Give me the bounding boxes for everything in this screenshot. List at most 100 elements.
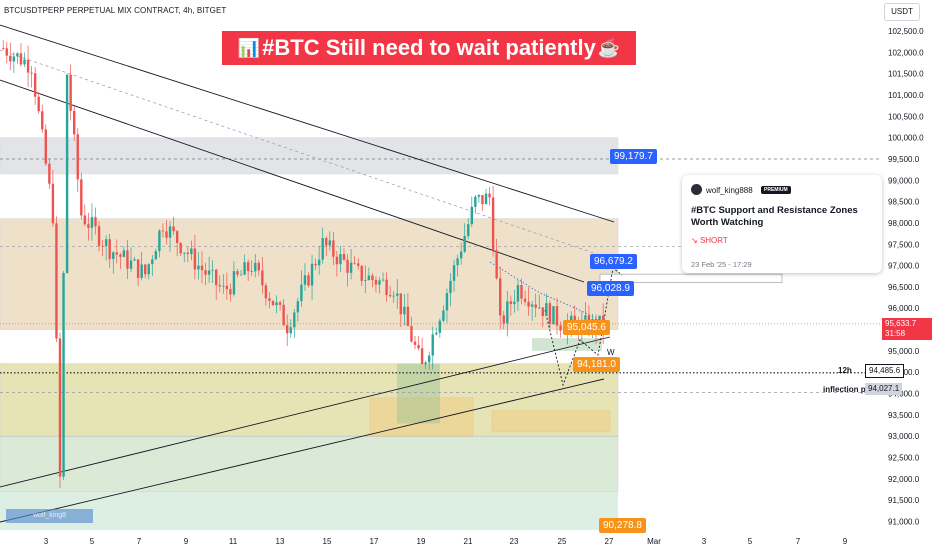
- idea-card[interactable]: wolf_king888 PREMIUM #BTC Support and Re…: [682, 175, 882, 273]
- candle-body: [76, 134, 79, 180]
- candle-body: [470, 206, 473, 225]
- candle-body: [55, 223, 58, 339]
- candle-body: [147, 264, 150, 275]
- candle-body: [175, 231, 179, 244]
- candle-body: [275, 302, 278, 306]
- demand-box-1: [369, 397, 474, 437]
- candle-body: [165, 231, 168, 238]
- candle-body: [552, 306, 555, 325]
- candle-body: [474, 196, 477, 207]
- candle-body: [271, 300, 275, 306]
- candle-body: [211, 269, 214, 271]
- candle-body: [353, 262, 356, 264]
- candle-body: [83, 215, 87, 225]
- x-tick-label: Mar: [647, 537, 661, 546]
- candle-body: [190, 248, 193, 255]
- candle-body: [101, 245, 104, 247]
- demand-box-4: [532, 338, 602, 351]
- candle-body: [168, 226, 172, 238]
- premium-badge: PREMIUM: [761, 186, 791, 194]
- candle-body: [158, 230, 161, 252]
- candle-body: [239, 274, 243, 276]
- candle-body: [449, 280, 452, 294]
- y-tick-label: 98,000.0: [888, 219, 920, 228]
- candle-body: [342, 254, 346, 260]
- candle-body: [456, 258, 459, 266]
- candle-body: [282, 304, 285, 326]
- x-tick-label: 7: [137, 537, 142, 546]
- x-tick-label: 15: [323, 537, 332, 546]
- level-label-95045: 95,045.6: [563, 320, 610, 335]
- symbol-header: BTCUSDTPERP PERPETUAL MIX CONTRACT, 4h, …: [4, 6, 227, 15]
- candle-body: [523, 298, 527, 302]
- candle-body: [534, 304, 537, 308]
- candle-body: [48, 163, 51, 184]
- candle-body: [459, 251, 463, 259]
- currency-button[interactable]: USDT: [884, 3, 920, 21]
- candle-body: [300, 284, 303, 302]
- candle-body: [559, 325, 562, 331]
- target-box: [599, 273, 783, 283]
- candle-body: [317, 259, 321, 266]
- candle-body: [261, 270, 264, 286]
- candle-body: [126, 250, 129, 269]
- y-tick-label: 95,000.0: [888, 347, 920, 356]
- idea-title-text: #BTC Still need to wait patiently: [262, 35, 596, 60]
- x-tick-label: 23: [510, 537, 519, 546]
- candle-body: [321, 238, 324, 260]
- candle-body: [204, 270, 207, 275]
- candle-body: [477, 195, 481, 197]
- y-tick-label: 96,500.0: [888, 283, 920, 292]
- candle-body: [37, 96, 40, 112]
- y-tick-label: 101,500.0: [888, 70, 924, 79]
- candle-body: [62, 273, 65, 477]
- candle-body: [268, 298, 271, 301]
- candle-body: [516, 285, 520, 302]
- candle-body: [286, 325, 289, 334]
- x-tick-label: 9: [184, 537, 189, 546]
- candle-body: [495, 250, 498, 279]
- y-tick-label: 102,500.0: [888, 27, 924, 36]
- candle-body: [69, 74, 72, 111]
- candle-body: [207, 270, 211, 275]
- idea-card-title[interactable]: #BTC Support and Resistance Zones Worth …: [691, 205, 858, 228]
- candle-body: [570, 315, 573, 324]
- candle-body: [346, 259, 349, 273]
- author-name[interactable]: wolf_king888: [706, 186, 753, 195]
- candle-body: [399, 293, 402, 315]
- candle-body: [26, 59, 30, 73]
- lower-support-zone: [0, 435, 619, 492]
- x-tick-label: 27: [605, 537, 614, 546]
- candle-body: [332, 240, 335, 257]
- candle-body: [339, 254, 342, 265]
- candle-body: [364, 279, 367, 281]
- y-tick-label: 100,000.0: [888, 134, 924, 143]
- candle-body: [381, 279, 385, 281]
- price-axis-bg: [880, 0, 932, 550]
- candle-body: [144, 264, 147, 275]
- countdown: 31:58: [885, 329, 906, 338]
- candle-body: [161, 230, 165, 232]
- annotation-inflection: inflection point: [823, 385, 881, 394]
- candle-body: [548, 303, 552, 325]
- y-tick-label: 99,500.0: [888, 155, 920, 164]
- y-tick-label: 99,000.0: [888, 176, 920, 185]
- candle-body: [403, 306, 406, 315]
- candle-body: [193, 248, 197, 270]
- candle-body: [115, 252, 118, 255]
- x-tick-label: 5: [748, 537, 753, 546]
- candle-body: [417, 344, 420, 349]
- y-tick-label: 96,000.0: [888, 304, 920, 313]
- candle-body: [513, 301, 516, 305]
- trendline-2: [0, 336, 611, 488]
- candle-body: [506, 301, 509, 324]
- trend-down-icon: ↘: [691, 236, 698, 245]
- candle-body: [573, 315, 576, 322]
- candle-body: [172, 226, 175, 232]
- resistance-zone: [0, 218, 619, 330]
- current-price: 95,633.7: [885, 319, 917, 328]
- candle-body: [33, 73, 37, 97]
- candle-body: [44, 129, 47, 164]
- y-tick-label: 91,000.0: [888, 517, 920, 526]
